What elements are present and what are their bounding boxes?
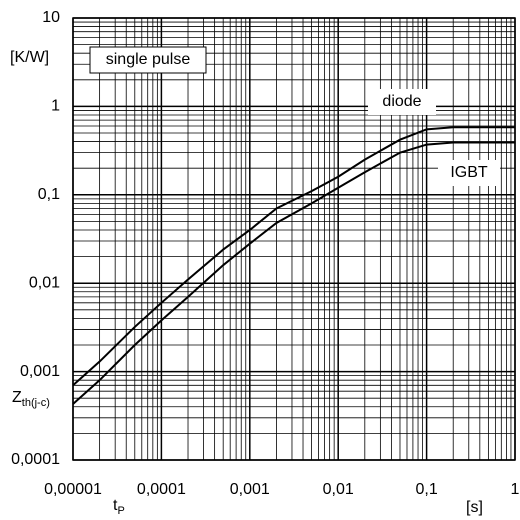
annotation-box [438, 160, 500, 186]
series-line [72, 141, 515, 405]
y-tick-label: 0,1 [38, 186, 60, 203]
annotation: single pulse [106, 51, 191, 68]
series-line [72, 126, 515, 387]
x-tick-label: 0,1 [415, 481, 437, 498]
y-tick-label: 10 [42, 9, 60, 26]
y-tick-label: 0,0001 [11, 451, 60, 468]
x-label: tP [113, 497, 125, 517]
x-tick-label: 0,00001 [44, 481, 102, 498]
x-unit: [s] [466, 499, 483, 516]
annotation: diode [382, 93, 421, 110]
x-tick-label: 1 [511, 481, 520, 498]
grid [72, 17, 516, 461]
x-label-main: t [113, 497, 118, 514]
y-unit: [K/W] [10, 49, 49, 66]
annotation-box [368, 89, 436, 115]
x-label-sub: P [117, 505, 124, 517]
x-tick-label: 0,0001 [137, 481, 186, 498]
x-tick-label: 0,01 [323, 481, 354, 498]
y-tick-label: 0,01 [29, 274, 60, 291]
plot-frame [72, 17, 516, 461]
annotation-box [89, 46, 207, 74]
y-label-sub: th(j-c) [22, 397, 50, 409]
y-label-main: Z [12, 389, 22, 406]
x-tick-label: 0,001 [230, 481, 270, 498]
annotation: IGBT [450, 164, 488, 181]
y-label: Zth(j-c) [12, 389, 50, 409]
y-tick-label: 0,001 [20, 363, 60, 380]
y-tick-label: 1 [51, 98, 60, 115]
